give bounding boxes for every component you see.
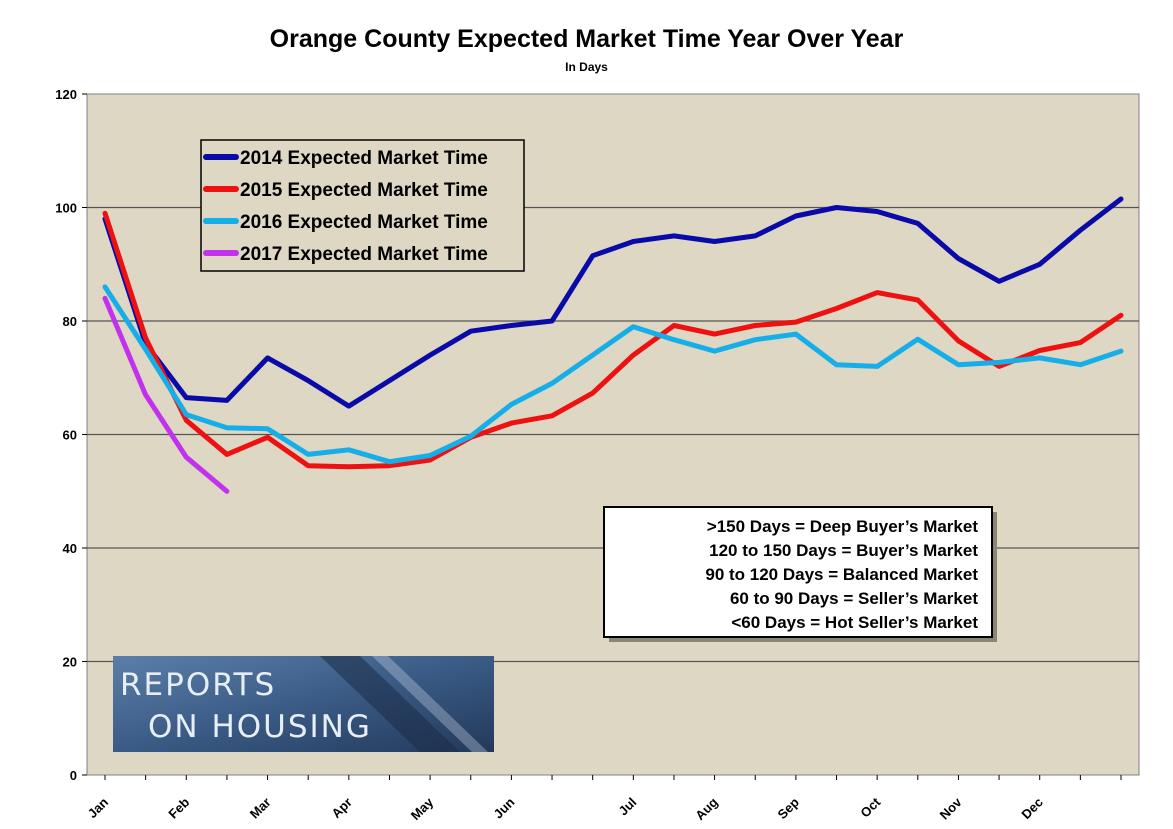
x-tick-label: Feb xyxy=(165,794,192,821)
logo-stripe xyxy=(320,656,460,752)
x-tick-label: Jan xyxy=(85,794,111,820)
x-tick-label: Nov xyxy=(937,794,966,823)
chart-title: Orange County Expected Market Time Year … xyxy=(269,25,904,53)
legend-box xyxy=(200,139,525,272)
series-line-2 xyxy=(102,284,1124,465)
info-box xyxy=(603,506,993,638)
x-tick-label: Mar xyxy=(247,795,274,822)
y-tick-label: 60 xyxy=(63,428,77,443)
logo-line-2: ON HOUSING xyxy=(148,709,372,745)
series-line-3 xyxy=(102,295,230,494)
logo-line-1: REPORTS xyxy=(120,667,276,703)
info-lines: >150 Days = Deep Buyer’s Market 120 to 15… xyxy=(705,517,978,632)
y-tick-label: 100 xyxy=(55,201,77,216)
x-tick-label: Apr xyxy=(329,795,355,821)
y-tick-label: 0 xyxy=(70,768,77,783)
series-lines xyxy=(102,196,1124,494)
y-tick-label: 20 xyxy=(63,655,77,670)
logo-stripe-2 xyxy=(372,656,488,752)
x-tick-label: Oct xyxy=(857,794,883,820)
x-tick-label: May xyxy=(408,794,437,823)
info-line: >150 Days = Deep Buyer’s Market xyxy=(707,517,979,536)
x-tick-label: Dec xyxy=(1018,795,1045,822)
x-tick-label: Jul xyxy=(616,795,640,819)
info-line: 60 to 90 Days = Seller’s Market xyxy=(730,589,978,608)
chart-subtitle: In Days xyxy=(565,60,608,74)
x-tick-label: Aug xyxy=(692,794,721,823)
legend-label: 2016 Expected Market Time xyxy=(240,212,488,233)
legend: 2014 Expected Market Time 2015 Expected M… xyxy=(200,139,525,272)
info-line: 120 to 150 Days = Buyer’s Market xyxy=(709,541,978,560)
legend-label: 2015 Expected Market Time xyxy=(240,180,488,201)
y-tick-label: 120 xyxy=(55,87,77,102)
y-axis-ticks: 0 20 40 60 80 100 120 xyxy=(55,87,87,783)
reports-on-housing-logo: REPORTS ON HOUSING xyxy=(113,656,494,752)
market-info-box: >150 Days = Deep Buyer’s Market 120 to 15… xyxy=(603,506,997,642)
info-line: 90 to 120 Days = Balanced Market xyxy=(705,565,978,584)
y-tick-label: 40 xyxy=(63,541,77,556)
x-axis-ticks: Jan Feb Mar Apr May Jun Jul Aug Sep Oct Nov Dec xyxy=(85,775,1122,823)
legend-label: 2017 Expected Market Time xyxy=(240,244,488,265)
y-tick-label: 80 xyxy=(63,314,77,329)
series-line-0 xyxy=(102,196,1124,409)
series-line-1 xyxy=(102,210,1124,470)
legend-label: 2014 Expected Market Time xyxy=(240,148,488,169)
x-tick-label: Jun xyxy=(491,794,518,821)
x-tick-label: Sep xyxy=(775,794,803,822)
info-line: <60 Days = Hot Seller’s Market xyxy=(731,613,978,632)
legend-items: 2014 Expected Market Time 2015 Expected M… xyxy=(203,148,488,265)
